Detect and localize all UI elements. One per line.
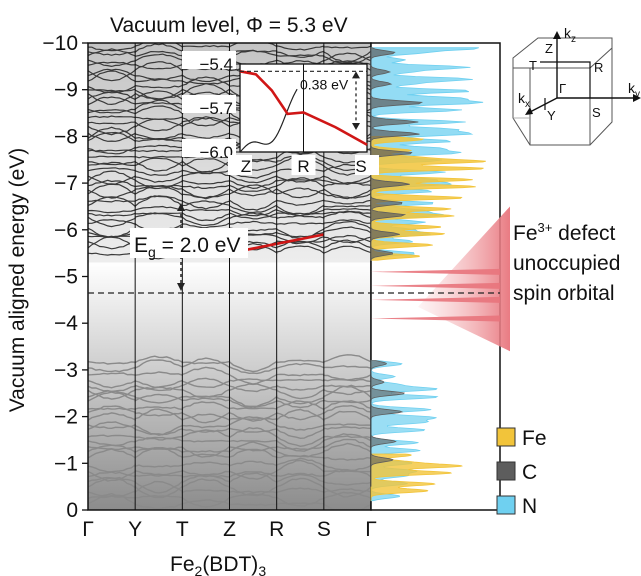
inset-arrow-head-bottom — [352, 123, 360, 130]
bz-kz-label: kz — [564, 25, 576, 45]
inset-zoom: 0.38 eV −5.4 −5.7 −6.0 Z R S — [182, 51, 379, 176]
k-point-label: T — [176, 518, 189, 541]
legend-label-n: N — [522, 495, 537, 518]
inset-k-label: R — [297, 157, 309, 176]
dos-fe-area — [370, 135, 486, 261]
bz-ky-label: ky — [628, 80, 640, 100]
legend-label-fe: Fe — [522, 427, 547, 450]
k-point-label: Γ — [365, 518, 377, 541]
inset-tick-bg — [182, 51, 236, 69]
bz-point-y: Y — [547, 108, 556, 123]
inset-annotation: 0.38 eV — [300, 76, 349, 92]
y-tick-label: −2 — [54, 406, 78, 429]
y-tick-label: −8 — [54, 125, 78, 148]
y-tick-label: −1 — [54, 452, 78, 475]
inset-k-label: S — [355, 157, 366, 176]
brillouin-zone-diagram: kz ky kx Z T R Γ Y S — [512, 25, 641, 146]
gap-arrow-head-top — [177, 203, 185, 211]
k-point-label: S — [317, 518, 331, 541]
bz-point-t: T — [529, 58, 537, 73]
inset-tick-bg — [182, 95, 236, 113]
y-tick-label: −5 — [54, 266, 78, 289]
y-tick-label: −6 — [54, 219, 78, 242]
chart-title: Vacuum level, Φ = 5.3 eV — [110, 14, 348, 37]
defect-label: Fe3+ defect unoccupied spin orbital — [513, 220, 620, 305]
legend-swatch-fe — [496, 427, 516, 447]
inset-k-label: Z — [241, 157, 251, 176]
legend-label-c: C — [522, 461, 537, 484]
bz-point-gamma: Γ — [559, 81, 566, 96]
k-point-label: Y — [128, 518, 142, 541]
inset-y-tick-label: −5.7 — [199, 99, 233, 118]
y-tick-label: 0 — [66, 499, 78, 522]
defect-state-peak — [370, 268, 500, 275]
inset-k-bg — [228, 155, 252, 175]
y-tick-label: −9 — [54, 79, 78, 102]
k-point-label: Γ — [82, 518, 94, 541]
dos-fe-area-cb — [370, 453, 464, 501]
gap-label-bg — [130, 228, 248, 258]
y-tick-label: −10 — [42, 32, 78, 55]
legend: Fe CN — [496, 427, 547, 518]
x-axis-label: Fe2(BDT)3 — [170, 553, 266, 576]
bz-kx-label: kx — [518, 90, 530, 110]
defect-state-peak — [370, 282, 500, 289]
legend-swatch-c — [496, 461, 516, 481]
inset-k-bg — [355, 155, 379, 175]
gap-arrow-head-bottom — [177, 283, 185, 291]
defect-state-peak — [370, 296, 500, 303]
bz-point-r: R — [594, 60, 603, 75]
gap-label: Eg = 2.0 eV — [134, 234, 240, 260]
defect-states — [370, 206, 510, 352]
bz-path — [557, 61, 591, 98]
inset-y-tick-label: −6.0 — [199, 143, 233, 162]
y-tick-label: −7 — [54, 172, 78, 195]
y-tick-label: −4 — [54, 312, 78, 335]
inset-y-tick-label: −5.4 — [199, 55, 233, 74]
bz-front-edges — [512, 48, 613, 146]
bz-kz-arrow — [553, 31, 561, 39]
k-point-label: R — [269, 518, 284, 541]
defect-highlight-wedge — [418, 206, 510, 352]
legend-swatch-n — [496, 495, 516, 515]
inset-k-bg — [291, 155, 316, 175]
bz-kx-axis — [529, 97, 558, 113]
defect-label-line2: unoccupied — [513, 252, 620, 275]
y-tick-label: −3 — [54, 359, 78, 382]
bz-ky-arrow — [633, 94, 641, 102]
inset-red-band — [239, 70, 368, 146]
inset-tick-bg — [182, 139, 236, 157]
band-gap-annotation: Eg = 2.0 eV — [130, 203, 248, 291]
inset-black-band — [240, 88, 298, 152]
dos-c-area-cb — [370, 360, 405, 487]
inset-arrow-head-top — [352, 71, 360, 79]
defect-label-line1: Fe3+ defect — [513, 220, 616, 245]
bz-kx-arrow — [525, 107, 533, 115]
y-axis-label: Vacuum aligned energy (eV) — [6, 148, 29, 413]
defect-label-line3: spin orbital — [513, 282, 615, 305]
k-point-label: Z — [223, 518, 236, 541]
dos-c-area — [370, 47, 424, 261]
y-axis-ticks: 0 −1 −2 −3 −4 −5 −6 −7 −8 −9 −10 — [42, 32, 88, 522]
defect-state-peak — [370, 315, 500, 322]
bz-point-z: Z — [545, 41, 553, 56]
bz-point-s: S — [592, 105, 601, 120]
